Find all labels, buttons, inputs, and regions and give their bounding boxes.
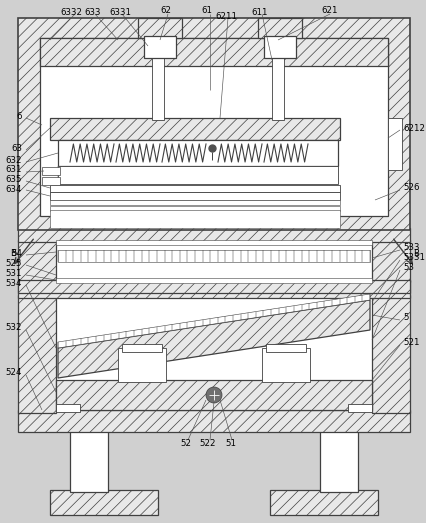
Text: 635: 635 bbox=[6, 176, 22, 185]
Bar bbox=[262, 348, 309, 382]
Text: 532: 532 bbox=[6, 324, 22, 333]
Text: B: B bbox=[412, 248, 418, 257]
Bar bbox=[319, 430, 357, 492]
Bar bbox=[263, 36, 295, 58]
Text: 6331: 6331 bbox=[109, 7, 131, 17]
Text: 6212: 6212 bbox=[402, 123, 424, 132]
Bar bbox=[50, 210, 339, 228]
Text: 533: 533 bbox=[402, 244, 418, 253]
Bar bbox=[50, 192, 339, 200]
Bar bbox=[269, 490, 377, 515]
Text: 53: 53 bbox=[402, 264, 413, 272]
Text: 5: 5 bbox=[402, 313, 408, 323]
Bar bbox=[50, 206, 339, 211]
Text: 524: 524 bbox=[6, 369, 22, 378]
Bar bbox=[18, 410, 409, 432]
Bar bbox=[56, 242, 371, 282]
Bar bbox=[257, 18, 301, 38]
Text: 526: 526 bbox=[402, 184, 418, 192]
Bar bbox=[371, 295, 409, 413]
Text: 61: 61 bbox=[201, 6, 212, 15]
Text: B: B bbox=[10, 248, 16, 257]
Bar bbox=[347, 404, 371, 412]
Bar bbox=[70, 430, 108, 492]
Bar bbox=[40, 38, 387, 66]
Bar bbox=[50, 118, 339, 140]
Polygon shape bbox=[58, 294, 369, 348]
Text: 52: 52 bbox=[180, 439, 191, 449]
Bar bbox=[56, 404, 80, 412]
Text: 6: 6 bbox=[17, 111, 22, 120]
Text: 51: 51 bbox=[225, 439, 236, 449]
Bar bbox=[40, 38, 387, 216]
Bar bbox=[56, 240, 371, 245]
Bar bbox=[265, 344, 305, 352]
Bar bbox=[271, 58, 283, 120]
Text: 534: 534 bbox=[6, 279, 22, 288]
Bar bbox=[18, 280, 409, 293]
Text: 632: 632 bbox=[6, 155, 22, 165]
Bar bbox=[18, 295, 56, 413]
Bar bbox=[371, 240, 409, 282]
Bar bbox=[56, 295, 371, 411]
Bar bbox=[18, 18, 409, 230]
Text: 611: 611 bbox=[251, 7, 268, 17]
Bar bbox=[50, 200, 339, 205]
Bar bbox=[118, 348, 166, 382]
Bar bbox=[50, 185, 339, 192]
Text: 621: 621 bbox=[321, 6, 337, 15]
Circle shape bbox=[205, 387, 222, 403]
Bar bbox=[152, 58, 164, 120]
Bar bbox=[56, 278, 371, 283]
Text: 6332: 6332 bbox=[60, 7, 82, 17]
Bar bbox=[138, 18, 181, 38]
Polygon shape bbox=[58, 300, 369, 378]
Bar bbox=[58, 250, 369, 262]
Text: 521: 521 bbox=[402, 338, 418, 347]
Text: 6211: 6211 bbox=[215, 12, 236, 20]
Text: 62: 62 bbox=[160, 6, 171, 15]
Text: 531: 531 bbox=[6, 268, 22, 278]
Text: 63: 63 bbox=[11, 143, 22, 153]
Bar bbox=[58, 140, 337, 166]
Bar bbox=[18, 228, 409, 242]
Bar bbox=[50, 490, 158, 515]
Text: 633: 633 bbox=[84, 7, 101, 17]
Text: 634: 634 bbox=[6, 186, 22, 195]
Bar bbox=[387, 118, 401, 170]
Text: 5331: 5331 bbox=[402, 254, 424, 263]
Text: 525: 525 bbox=[6, 258, 22, 267]
Bar bbox=[144, 36, 176, 58]
Bar bbox=[56, 380, 371, 410]
Bar bbox=[18, 240, 56, 282]
Text: 54: 54 bbox=[11, 248, 22, 257]
Text: 522: 522 bbox=[199, 439, 216, 449]
Bar bbox=[58, 166, 337, 184]
Bar bbox=[42, 177, 60, 185]
Bar bbox=[122, 344, 161, 352]
Bar bbox=[18, 280, 409, 298]
Text: 631: 631 bbox=[6, 165, 22, 175]
Bar bbox=[42, 167, 60, 175]
